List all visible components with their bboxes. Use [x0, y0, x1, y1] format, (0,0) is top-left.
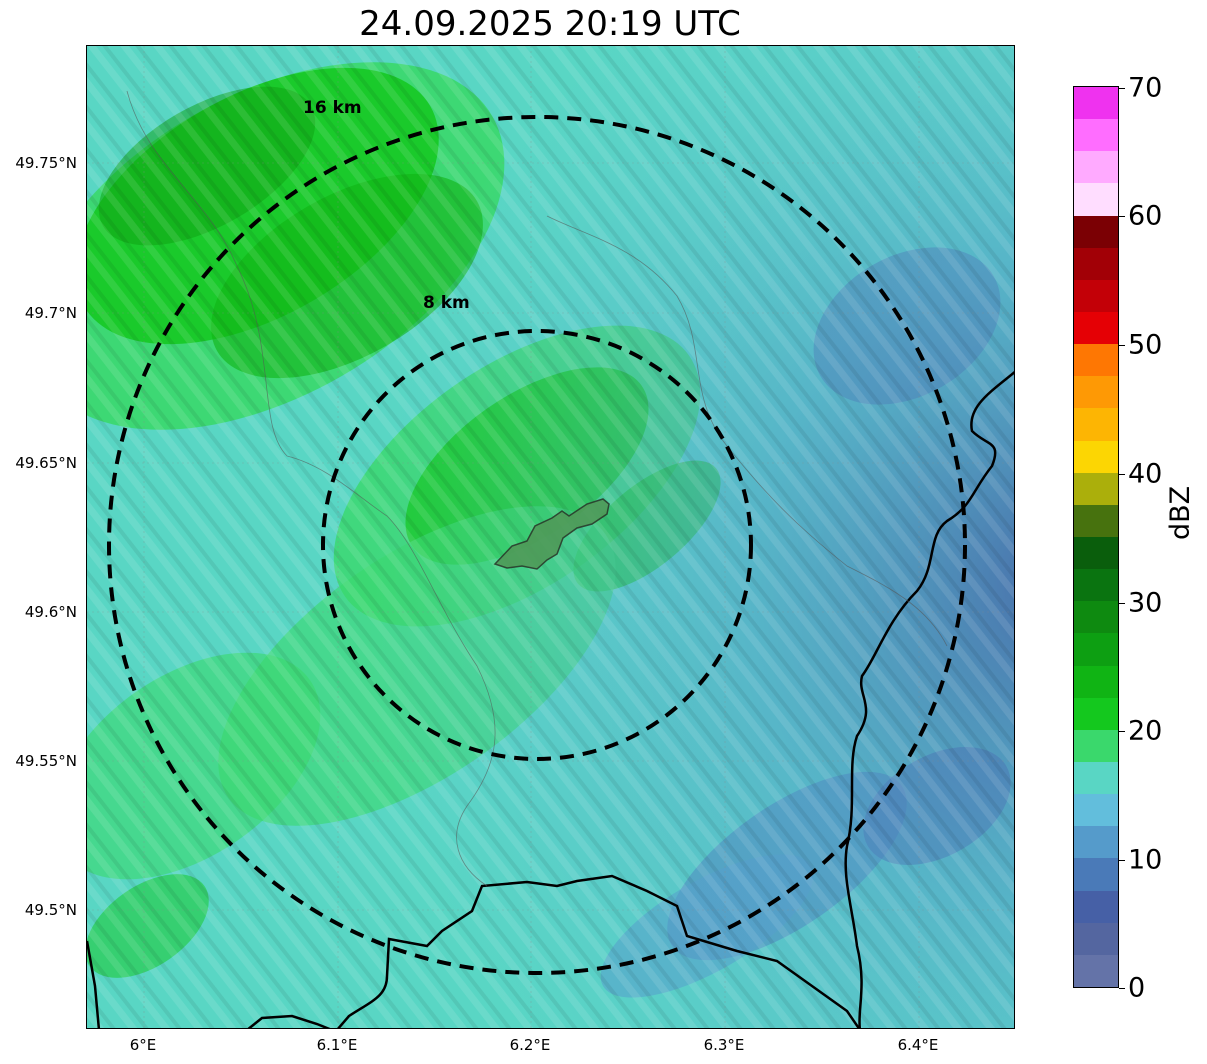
- y-tick-label: 49.7°N: [24, 304, 77, 322]
- x-tick-label: 6.3°E: [703, 1036, 745, 1054]
- colorbar-segment: [1074, 344, 1118, 377]
- y-tick-label: 49.55°N: [15, 752, 77, 770]
- colorbar-segment: [1074, 247, 1118, 280]
- ring-label-8km: 8 km: [423, 293, 470, 313]
- colorbar: [1073, 86, 1119, 988]
- radar-reflectivity-field: [87, 46, 1014, 1028]
- country-border-south: [337, 874, 861, 1028]
- colorbar-tick: [1119, 603, 1125, 604]
- colorbar-tick-label: 40: [1128, 458, 1163, 490]
- colorbar-segment: [1074, 665, 1118, 698]
- colorbar-segment: [1074, 279, 1118, 313]
- colorbar-segment: [1074, 151, 1118, 184]
- colorbar-segment: [1074, 762, 1118, 795]
- country-border: [844, 371, 1014, 1028]
- colorbar-segment: [1074, 697, 1118, 730]
- colorbar-segment: [1074, 87, 1118, 120]
- chart-title: 24.09.2025 20:19 UTC: [359, 4, 741, 44]
- colorbar-tick-label: 70: [1128, 72, 1163, 104]
- x-tick-label: 6°E: [129, 1036, 157, 1054]
- colorbar-segment: [1074, 504, 1118, 538]
- y-tick-label: 49.75°N: [15, 154, 77, 172]
- colorbar-segment: [1074, 472, 1118, 505]
- country-border-sw: [247, 1014, 331, 1028]
- colorbar-unit-label: dBZ: [1165, 485, 1196, 540]
- colorbar-tick: [1119, 731, 1125, 732]
- colorbar-tick-label: 60: [1128, 200, 1163, 232]
- colorbar-segment: [1074, 440, 1118, 473]
- colorbar-segment: [1074, 312, 1118, 345]
- colorbar-segment: [1074, 183, 1118, 216]
- colorbar-segment: [1074, 215, 1118, 248]
- x-tick-label: 6.1°E: [316, 1036, 358, 1054]
- colorbar-tick-label: 10: [1128, 844, 1163, 876]
- colorbar-segment: [1074, 890, 1118, 923]
- colorbar-tick-label: 0: [1128, 972, 1146, 1004]
- highlighted-area: [493, 498, 610, 570]
- colorbar-segment: [1074, 729, 1118, 763]
- colorbar-segment: [1074, 408, 1118, 441]
- colorbar-segment: [1074, 794, 1118, 827]
- y-tick-label: 49.6°N: [24, 603, 77, 621]
- colorbar-segment: [1074, 633, 1118, 666]
- colorbar-segment: [1074, 376, 1118, 409]
- colorbar-tick: [1119, 474, 1125, 475]
- colorbar-tick-label: 50: [1128, 329, 1163, 361]
- x-tick-label: 6.2°E: [509, 1036, 551, 1054]
- admin-boundary-2: [546, 215, 948, 647]
- colorbar-segment: [1074, 569, 1118, 602]
- range-ring-16km: [107, 115, 967, 975]
- colorbar-tick: [1119, 860, 1125, 861]
- colorbar-segment: [1074, 119, 1118, 152]
- x-tick-label: 6.4°E: [897, 1036, 939, 1054]
- admin-boundary: [126, 90, 496, 887]
- colorbar-segment: [1074, 601, 1118, 634]
- colorbar-tick: [1119, 988, 1125, 989]
- colorbar-tick-label: 30: [1128, 587, 1163, 619]
- gridlines: [87, 46, 1014, 1028]
- y-tick-label: 49.5°N: [24, 901, 77, 919]
- colorbar-tick-label: 20: [1128, 715, 1163, 747]
- y-tick-label: 49.65°N: [15, 454, 77, 472]
- colorbar-segment: [1074, 826, 1118, 859]
- colorbar-tick: [1119, 88, 1125, 89]
- colorbar-segment: [1074, 922, 1118, 955]
- colorbar-tick: [1119, 216, 1125, 217]
- colorbar-segment: [1074, 954, 1118, 987]
- ring-label-16km: 16 km: [303, 98, 362, 118]
- colorbar-segment: [1074, 537, 1118, 570]
- country-border-west: [87, 940, 101, 1028]
- range-ring-8km: [321, 329, 753, 761]
- colorbar-tick: [1119, 345, 1125, 346]
- colorbar-segment: [1074, 858, 1118, 891]
- radar-map: [86, 45, 1015, 1029]
